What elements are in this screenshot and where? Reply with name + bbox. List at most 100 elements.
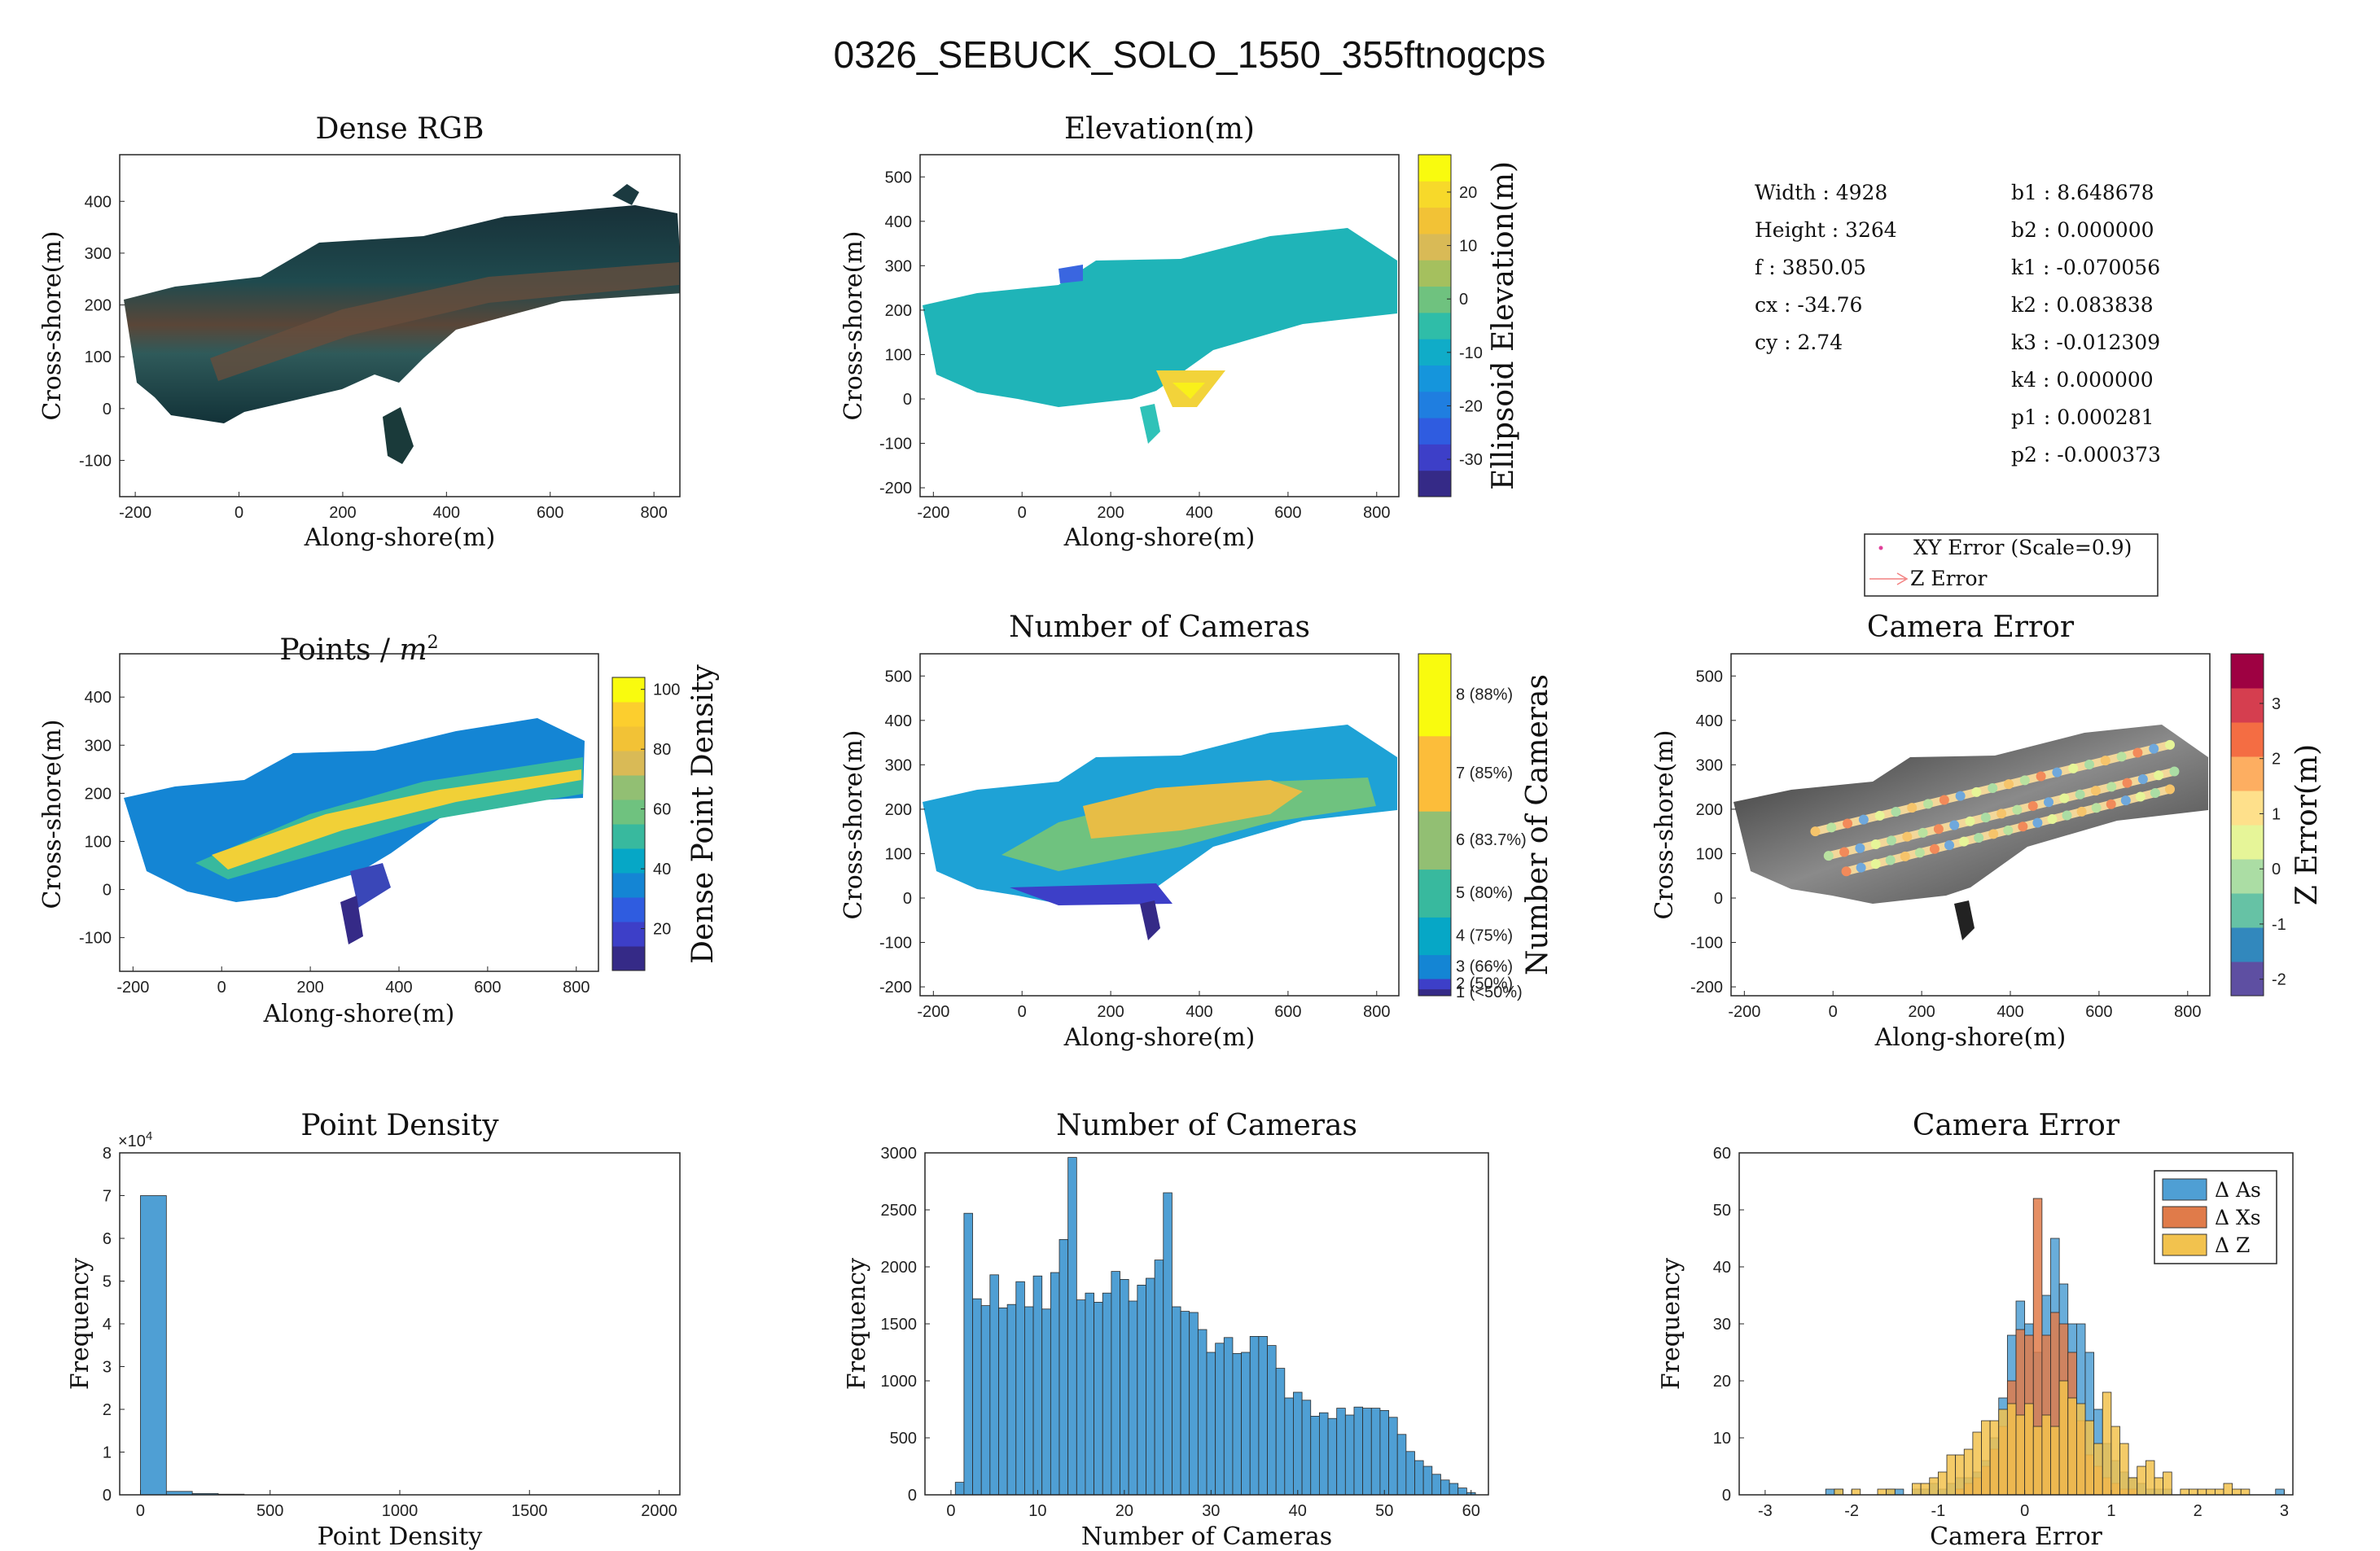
colorbar-band [612, 800, 645, 825]
legend-swatch-as [2162, 1178, 2207, 1201]
panel-point-density-hist: Point Density 0 500 1000 1500 2000 0 1 2 3 4 5 6 7 8… [66, 1109, 681, 1551]
camera-point [2150, 787, 2160, 798]
y-tick-label: 20 [1713, 1373, 1731, 1391]
camera-point [1955, 791, 1966, 801]
param-cy: cy : 2.74 [1755, 331, 1843, 354]
elevation-inset-core [1172, 383, 1205, 399]
camera-point [1902, 831, 1913, 842]
legend-box [1864, 533, 2159, 597]
colorbar-label: Z Error(m) [2290, 744, 2324, 905]
histogram-bar [1989, 1420, 2000, 1496]
x-tick-label: 400 [385, 979, 412, 997]
y-tick-label: 1 [103, 1444, 112, 1462]
colorbar-category-label: 7 (85%) [1456, 765, 1513, 782]
histogram-bar [2093, 1443, 2103, 1496]
y-axis-label: Cross-shore(m) [839, 230, 868, 420]
colorbar-category-label: 5 (80%) [1456, 884, 1513, 902]
z-error-label: Z Error [1910, 567, 1988, 590]
histogram-bar [2024, 1403, 2034, 1496]
exponent-power: 4 [146, 1129, 152, 1143]
camera-point [1949, 820, 1960, 830]
histogram-bar [1085, 1292, 1095, 1496]
histogram-bar [1146, 1277, 1155, 1496]
histogram-bar [1284, 1397, 1294, 1496]
camera-point [1965, 816, 1975, 826]
camera-point [2084, 759, 2095, 769]
x-axis-label: Along-shore(m) [1063, 524, 1256, 552]
x-tick-label: 200 [1908, 1003, 1935, 1021]
y-tick-label: 4 [103, 1316, 112, 1334]
y-tick-label: 100 [85, 348, 112, 366]
y-tick-label: 5 [103, 1273, 112, 1291]
x-tick-label: 2000 [641, 1502, 677, 1520]
histogram-bar [1076, 1299, 1086, 1496]
colorbar-band [2231, 791, 2264, 826]
x-tick-label: 50 [1375, 1502, 1393, 1520]
histogram-bar [2214, 1488, 2224, 1496]
coverage-lobe [1140, 900, 1160, 940]
colorbar-band [2231, 962, 2264, 997]
y-tick-label: 0 [903, 890, 912, 908]
x-tick-label: 800 [563, 979, 590, 997]
histogram-bar [1457, 1487, 1467, 1496]
y-axis-label: Cross-shore(m) [38, 719, 67, 909]
y-tick-label: 200 [85, 297, 112, 315]
camera-point [1891, 807, 1901, 817]
camera-point [1974, 832, 1984, 843]
colorbar-tick-label: 80 [653, 741, 671, 759]
histogram-bar [1102, 1292, 1112, 1496]
elevation-surface [923, 228, 1397, 407]
x-tick-label: 600 [474, 979, 501, 997]
param-b1: b1 : 8.648678 [2011, 181, 2154, 204]
histogram-bar [1241, 1352, 1251, 1496]
density-high-band [212, 769, 581, 870]
plot-area [124, 184, 680, 464]
y-tick-label: 2 [103, 1401, 112, 1419]
x-axis-label: Number of Cameras [1081, 1523, 1332, 1551]
camera-point [1826, 822, 1837, 833]
histogram-bar [1293, 1391, 1303, 1496]
histogram-bar [1937, 1471, 1948, 1496]
camera-point [1870, 839, 1881, 850]
histogram-bar [998, 1308, 1008, 1496]
panel-title: Elevation(m) [1064, 112, 1255, 146]
x-tick-label: 500 [256, 1502, 283, 1520]
x-tick-label: -200 [1728, 1003, 1760, 1021]
camera-point [2122, 778, 2132, 788]
colorbar-band [1418, 418, 1451, 445]
colorbar-band [1418, 444, 1451, 471]
x-tick-label: -2 [1844, 1502, 1859, 1520]
y-tick-label: -200 [879, 480, 912, 497]
camera-parameters: Width : 4928 Height : 3264 f : 3850.05 c… [1755, 181, 2161, 467]
colorbar-band [612, 946, 645, 971]
param-cx: cx : -34.76 [1755, 293, 1862, 317]
x-ticks: -200 0 200 400 600 800 [119, 492, 668, 522]
x-axis-label: Point Density [318, 1523, 483, 1551]
y-tick-label: -100 [879, 935, 912, 953]
camera-point [2027, 800, 2038, 811]
y-tick-label: 50 [1713, 1202, 1731, 1220]
y-tick-label: 6 [103, 1230, 112, 1248]
x-tick-label: 600 [1274, 504, 1301, 522]
panel-dense-rgb: Dense RGB -200 0 200 400 600 800 -100 0 100 200 3… [38, 112, 681, 552]
grayscale-surface [1733, 725, 2208, 904]
camera-point [2165, 739, 2175, 750]
param-b2: b2 : 0.000000 [2011, 218, 2154, 242]
colorbar-band [612, 702, 645, 727]
camera-point [1959, 836, 1970, 847]
y-tick-label: -200 [1690, 979, 1723, 997]
colorbar-band [1418, 286, 1451, 313]
y-axis-label: Frequency [1657, 1258, 1685, 1390]
camera-point [1900, 851, 1910, 861]
histogram-bar [2154, 1477, 2164, 1496]
colorbar-band [2231, 756, 2264, 791]
camera-point [1939, 795, 1949, 805]
x-tick-label: 0 [1018, 1003, 1027, 1021]
camera-point [2106, 782, 2117, 792]
y-tick-label: 200 [1696, 801, 1723, 819]
y-tick-label: 300 [1696, 756, 1723, 774]
histogram-bar [2145, 1460, 2155, 1496]
camera-point [1886, 835, 1896, 846]
xy-error-marker [1878, 545, 1883, 550]
